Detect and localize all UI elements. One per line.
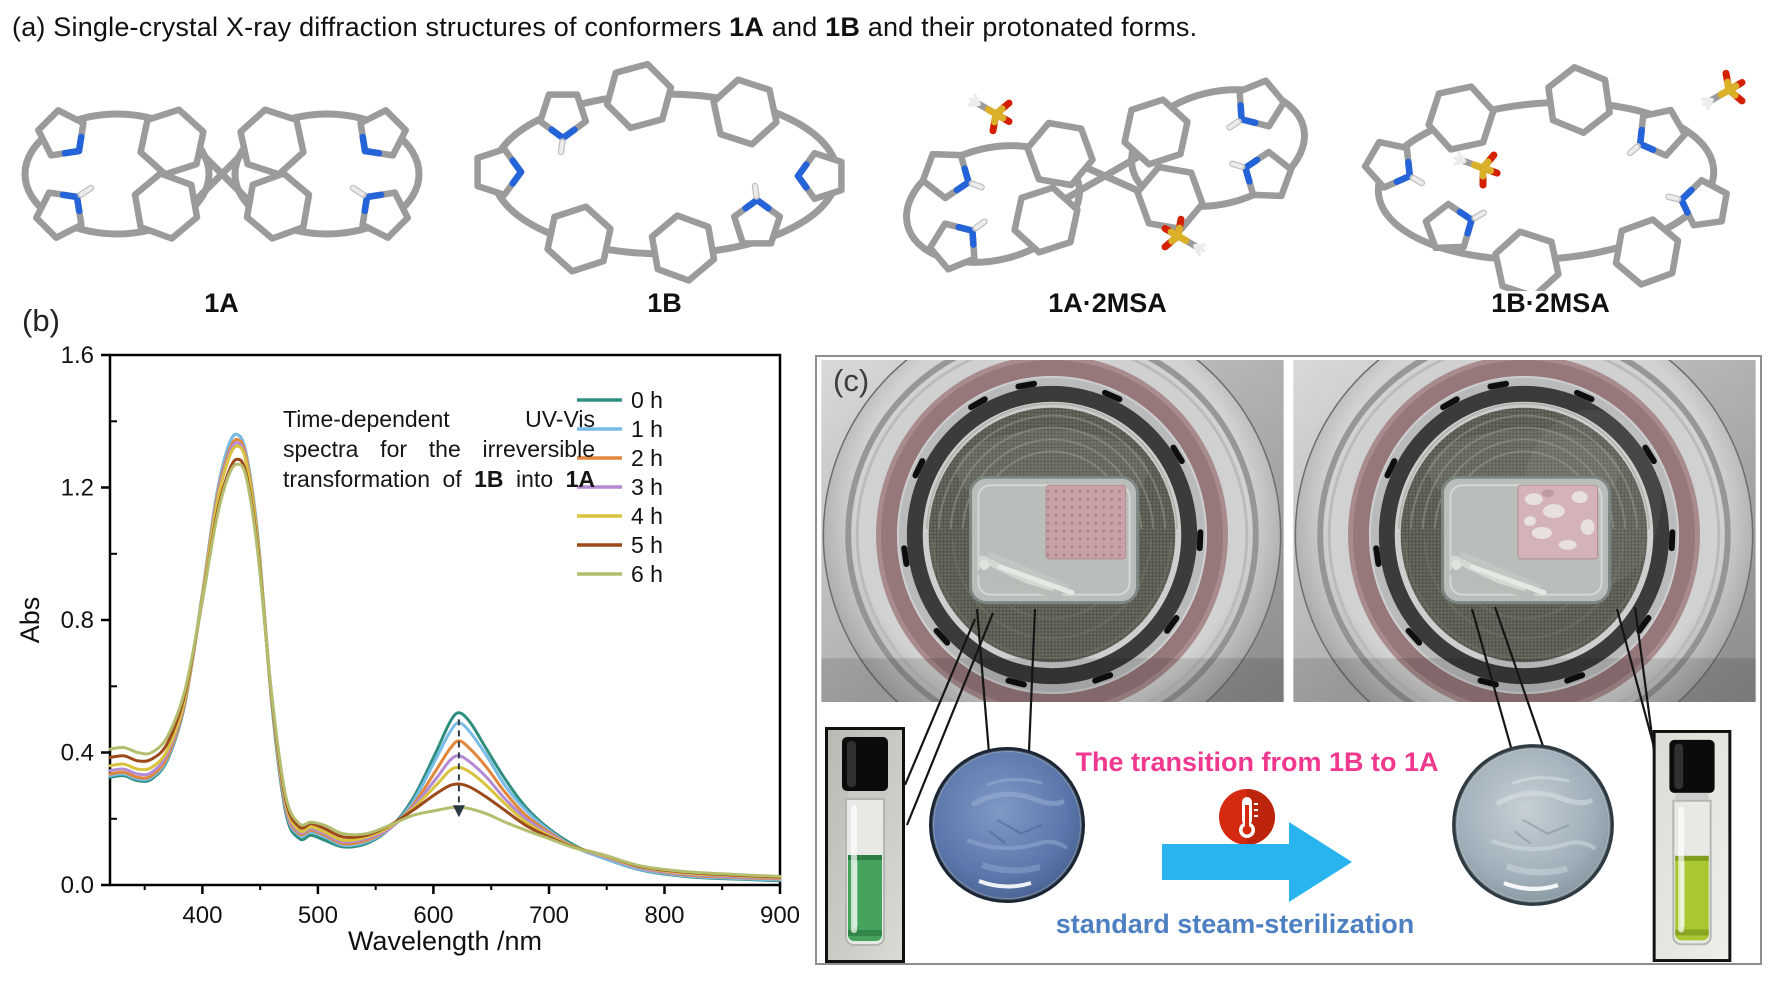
svg-text:900: 900 — [760, 902, 800, 929]
svg-text:400: 400 — [182, 902, 222, 929]
vial-green-before — [825, 727, 905, 963]
thermometer-glyph — [1219, 789, 1275, 845]
legend-label: 3 h — [631, 474, 663, 500]
vial-yellowgreen-after — [1652, 730, 1732, 962]
svg-text:500: 500 — [298, 902, 338, 929]
disc-gray-after — [1450, 742, 1616, 908]
molecule-3: 1B·2MSA — [1329, 56, 1772, 326]
disc-photo — [1452, 744, 1614, 906]
chart-annotation: Time-dependent UV-Vis spectra for the irr… — [283, 406, 595, 492]
autoclave-photo — [821, 360, 1284, 702]
series-5h — [108, 457, 782, 879]
molecule-label: 1A·2MSA — [1048, 288, 1167, 318]
molecule-label: 1A — [204, 288, 239, 318]
thermometer-icon — [1217, 787, 1277, 847]
panel-a-title: (a) Single-crystal X-ray diffraction str… — [12, 12, 1198, 42]
molecule-0: 1A — [0, 56, 443, 326]
transition-text: The transition from 1B to 1A — [1075, 747, 1439, 777]
autoclave-photo-before — [820, 360, 1285, 702]
uvvis-chart: 400 500 600 700 800 900 0.0 0.4 0.8 1.2 1.6 0 h 1 h 2… — [15, 342, 800, 956]
molecule-1: 1B — [443, 56, 886, 326]
svg-text:1.2: 1.2 — [61, 475, 94, 502]
vial-photo — [1652, 730, 1732, 962]
molecule-structure — [474, 60, 845, 284]
legend-label: 5 h — [631, 532, 663, 558]
series-3h — [108, 441, 782, 880]
svg-text:600: 600 — [413, 902, 453, 929]
chart-legend: 0 h 1 h 2 h 3 h 4 h 5 h 6 h — [577, 387, 663, 587]
series-1h — [108, 432, 782, 882]
right-arrow-icon — [1162, 822, 1352, 902]
series-0h — [108, 432, 782, 883]
legend-label: 0 h — [631, 387, 663, 413]
svg-text:0.0: 0.0 — [61, 872, 94, 899]
autoclave-photo-after — [1292, 360, 1757, 702]
svg-text:700: 700 — [529, 902, 569, 929]
decrease-arrow — [452, 719, 465, 818]
svg-text:0.8: 0.8 — [61, 607, 94, 634]
legend-label: 4 h — [631, 503, 663, 529]
svg-text:0.4: 0.4 — [61, 740, 94, 767]
molecule-2: 1A·2MSA — [886, 56, 1329, 326]
svg-text:1.6: 1.6 — [61, 342, 94, 369]
molecule-label: 1B·2MSA — [1491, 288, 1610, 318]
series-4h — [108, 444, 782, 880]
molecule-structure — [1361, 64, 1746, 291]
legend-label: 1 h — [631, 416, 663, 442]
x-axis-title: Wavelength /nm — [348, 926, 542, 956]
sterilization-text: standard steam-sterilization — [1055, 909, 1415, 939]
spectra-curves — [108, 432, 782, 883]
molecule-structure — [21, 106, 423, 242]
y-axis-title: Abs — [15, 597, 45, 644]
panel-c-label: (c) — [833, 363, 870, 398]
panel-c: (c) Th — [815, 355, 1762, 965]
svg-text:800: 800 — [644, 902, 684, 929]
series-6h — [108, 462, 782, 878]
autoclave-photo — [1293, 360, 1756, 702]
series-2h — [108, 437, 782, 881]
panel-b-label: (b) — [22, 303, 60, 338]
molecule-structure — [903, 77, 1308, 273]
vial-photo — [825, 727, 905, 963]
molecule-label: 1B — [647, 288, 682, 318]
legend-label: 2 h — [631, 445, 663, 471]
arrow-shape — [1162, 822, 1352, 902]
legend-label: 6 h — [631, 561, 663, 587]
